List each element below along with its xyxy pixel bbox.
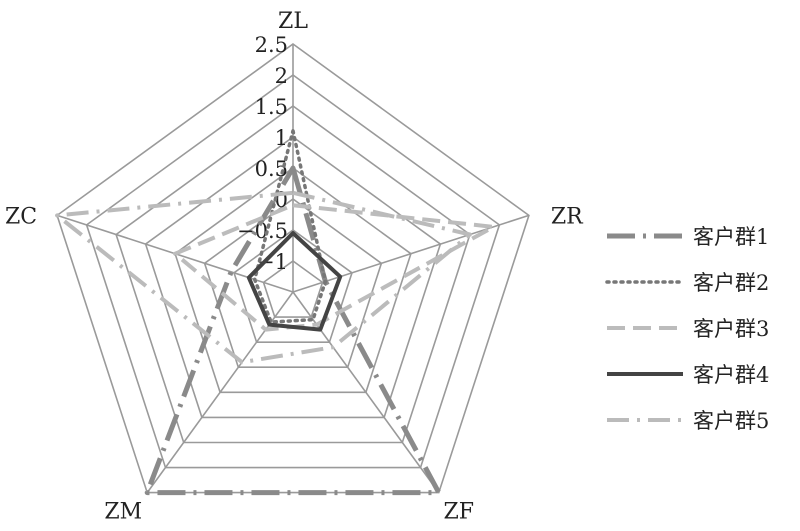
axis-label-zc: ZC: [5, 204, 37, 229]
axis-label-zl: ZL: [278, 9, 308, 34]
axis-label-zm: ZM: [104, 500, 142, 525]
series-line-4: [246, 231, 343, 332]
axis-label-zf: ZF: [443, 500, 474, 525]
legend-label-5: 客户群5: [693, 409, 769, 433]
tick-label: 1.5: [255, 95, 288, 119]
tick-label: 2.5: [255, 33, 288, 57]
tick-label: 2: [275, 64, 288, 88]
legend-label-2: 客户群2: [693, 271, 769, 295]
legend-label-1: 客户群1: [693, 225, 769, 249]
grid-ring-1: [233, 229, 353, 344]
grid-ring-6: [85, 74, 501, 469]
tick-label: 0.5: [255, 157, 288, 181]
grid-ring-2: [203, 198, 383, 369]
grid-ring-4: [144, 136, 442, 419]
grid-ring-5: [115, 105, 471, 444]
tick-label: 1: [275, 126, 288, 150]
grid-ring-0: [262, 260, 324, 318]
grid-ring-3: [174, 167, 412, 394]
legend-label-4: 客户群4: [693, 363, 769, 387]
grid-ring-7: [56, 43, 530, 494]
axis-label-zr: ZR: [551, 204, 584, 229]
legend-label-3: 客户群3: [693, 317, 769, 341]
